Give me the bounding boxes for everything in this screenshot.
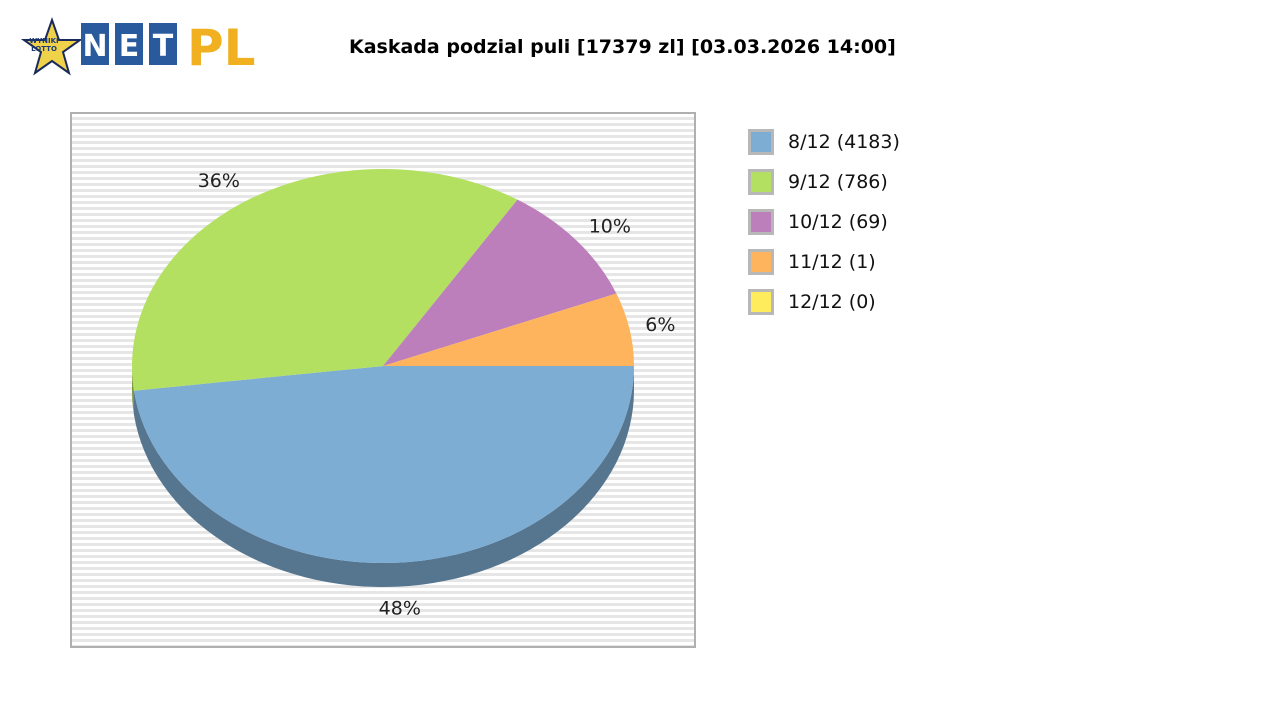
legend-label-1: 9/12 (786) <box>788 171 888 193</box>
pie-slice-1 <box>132 168 518 391</box>
legend-label-0: 8/12 (4183) <box>788 131 900 153</box>
legend-swatch-3 <box>748 249 774 275</box>
logo-letter-e: E <box>119 29 140 64</box>
logo-letter-n: N <box>82 29 107 64</box>
logo-badge-text-1: WYNIKI <box>29 37 58 45</box>
legend-swatch-4 <box>748 289 774 315</box>
chart-legend: 8/12 (4183) 9/12 (786) 10/12 (69) 11/12 (1)… <box>748 122 900 322</box>
legend-item-0: 8/12 (4183) <box>748 122 900 162</box>
pie-slice-2 <box>383 199 617 366</box>
legend-swatch-1 <box>748 169 774 195</box>
pie-slice-side-1 <box>132 366 134 415</box>
legend-item-3: 11/12 (1) <box>748 242 900 282</box>
slice-percent-label-2: 10% <box>589 215 631 237</box>
pie-slice-0 <box>133 366 635 564</box>
slice-percent-label-1: 36% <box>198 170 240 192</box>
chart-title: Kaskada podzial puli [17379 zl] [03.03.2… <box>349 36 896 58</box>
legend-swatch-0 <box>748 129 774 155</box>
slice-percent-label-3: 6% <box>645 314 675 336</box>
pie-slice-3 <box>383 293 634 366</box>
legend-label-2: 10/12 (69) <box>788 211 888 233</box>
logo-pl-text: PL <box>187 19 256 77</box>
legend-item-1: 9/12 (786) <box>748 162 900 202</box>
legend-label-4: 12/12 (0) <box>788 291 876 313</box>
legend-item-2: 10/12 (69) <box>748 202 900 242</box>
legend-swatch-2 <box>748 209 774 235</box>
slice-percent-label-0: 48% <box>379 598 421 620</box>
logo-letter-t: T <box>153 29 174 64</box>
legend-label-3: 11/12 (1) <box>788 251 876 273</box>
legend-item-4: 12/12 (0) <box>748 282 900 322</box>
logo-badge-text-2: LOTTO <box>31 45 57 53</box>
star-icon <box>20 16 84 76</box>
netpl-logo: WYNIKI LOTTO N E T PL <box>20 16 256 77</box>
